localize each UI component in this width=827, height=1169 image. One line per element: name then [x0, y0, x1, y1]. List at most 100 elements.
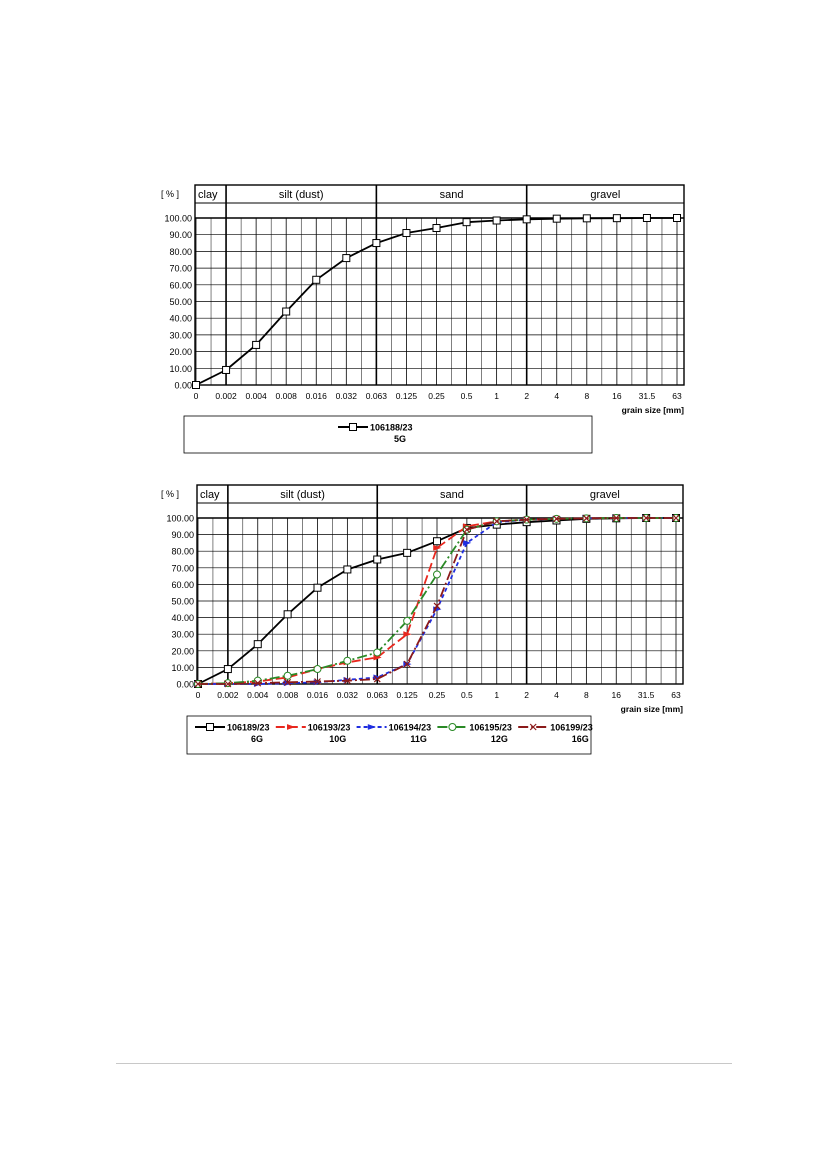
data-point: [223, 665, 232, 674]
legend-label: 106189/23: [227, 723, 270, 733]
zone-label-2: sand: [440, 189, 464, 201]
footer-rule: [116, 1063, 732, 1064]
y-tick-label: 90.00: [169, 230, 192, 240]
y-tick-label: 50.00: [171, 597, 194, 607]
data-point: [493, 517, 501, 525]
data-point: [372, 239, 381, 248]
data-point: [463, 539, 472, 546]
data-point: [373, 675, 381, 683]
data-point: [522, 215, 531, 224]
data-point: [373, 648, 382, 657]
x-tick-label: 0: [196, 690, 201, 700]
legend-sublabel: 16G: [572, 734, 589, 744]
x-tick-label: 1: [494, 391, 499, 401]
data-point: [403, 631, 412, 638]
legend-marker: [349, 423, 357, 431]
x-tick-label: 0.032: [337, 690, 359, 700]
data-point: [283, 671, 292, 680]
data-point: [612, 214, 621, 223]
series-line: [197, 517, 676, 685]
x-tick-label: 1: [494, 690, 499, 700]
data-point: [373, 555, 382, 564]
y-tick-label: 70.00: [169, 264, 192, 274]
data-point: [343, 677, 351, 685]
legend-box: [186, 715, 592, 755]
data-point: [552, 214, 561, 223]
data-point: [403, 548, 412, 557]
data-point: [403, 616, 412, 625]
y-tick-label: 0.00: [174, 381, 192, 391]
y-tick-label: 10.00: [171, 663, 194, 673]
series-4: [194, 514, 680, 688]
y-tick-label: 0.00: [176, 680, 194, 690]
data-point: [433, 537, 441, 546]
x-tick-label: 2: [524, 391, 529, 401]
y-tick-label: 20.00: [169, 347, 192, 357]
x-tick-label: 0.016: [306, 391, 328, 401]
data-point: [433, 544, 442, 551]
x-tick-label: 0.004: [247, 690, 269, 700]
data-point: [642, 514, 650, 522]
x-tick-label: 16: [612, 690, 622, 700]
chart-2: clay silt (dust) sand gravel[ % ]0.0010.002…: [161, 484, 684, 755]
data-point: [553, 515, 560, 523]
legend-sublabel: 11G: [410, 734, 427, 744]
y-tick-label: 30.00: [171, 630, 194, 640]
x-tick-label: 63: [671, 690, 681, 700]
x-tick-label: 8: [584, 391, 589, 401]
x-tick-label: 0.125: [396, 391, 418, 401]
series-line: [197, 517, 676, 685]
data-point: [433, 570, 441, 579]
data-point: [222, 365, 231, 374]
data-point: [192, 381, 200, 389]
legend-marker: [206, 723, 214, 731]
y-axis-title: [ % ]: [161, 489, 179, 499]
y-tick-label: 40.00: [169, 314, 192, 324]
x-tick-label: 0.004: [245, 391, 267, 401]
data-point: [254, 679, 262, 687]
x-axis-title: grain size [mm]: [622, 405, 685, 415]
y-tick-label: 20.00: [171, 646, 194, 656]
x-axis-title: grain size [mm]: [621, 704, 684, 714]
x-tick-label: 0.008: [276, 391, 298, 401]
x-tick-label: 0.25: [429, 690, 446, 700]
grain-size-chart-2: clay silt (dust) sand gravel[ % ]0.0010.002…: [161, 484, 684, 755]
data-point: [403, 660, 411, 668]
legend-marker: [367, 724, 376, 730]
data-point: [673, 214, 681, 222]
x-tick-label: 0.063: [367, 690, 389, 700]
x-tick-label: 0.5: [461, 391, 473, 401]
y-tick-label: 80.00: [169, 247, 192, 257]
data-point: [224, 680, 232, 688]
y-tick-label: 60.00: [169, 280, 192, 290]
y-tick-label: 40.00: [171, 613, 194, 623]
y-tick-label: 60.00: [171, 580, 194, 590]
data-point: [312, 275, 321, 284]
plot-frame: [194, 184, 685, 386]
legend-label: 106195/23: [469, 723, 512, 733]
zone-label-1: silt (dust): [279, 189, 324, 201]
x-tick-label: 0: [194, 391, 199, 401]
x-tick-label: 16: [612, 391, 622, 401]
x-tick-label: 4: [554, 690, 559, 700]
y-tick-label: 100.00: [164, 214, 192, 224]
y-tick-label: 50.00: [169, 297, 192, 307]
zone-label-3: gravel: [590, 189, 620, 201]
legend-label: 106193/23: [308, 723, 351, 733]
x-tick-label: 0.125: [396, 690, 418, 700]
zone-label-1: silt (dust): [280, 489, 325, 501]
data-point: [612, 514, 620, 522]
data-point: [402, 229, 411, 238]
x-tick-label: 0.008: [277, 690, 299, 700]
zone-label-0: clay: [198, 189, 218, 201]
data-point: [252, 340, 261, 349]
legend-marker: [287, 724, 296, 730]
data-point: [582, 214, 591, 223]
x-tick-label: 0.016: [307, 690, 329, 700]
y-tick-label: 70.00: [171, 563, 194, 573]
data-point: [433, 602, 441, 610]
x-tick-label: 31.5: [638, 690, 655, 700]
x-tick-label: 4: [554, 391, 559, 401]
x-tick-label: 0.032: [336, 391, 358, 401]
